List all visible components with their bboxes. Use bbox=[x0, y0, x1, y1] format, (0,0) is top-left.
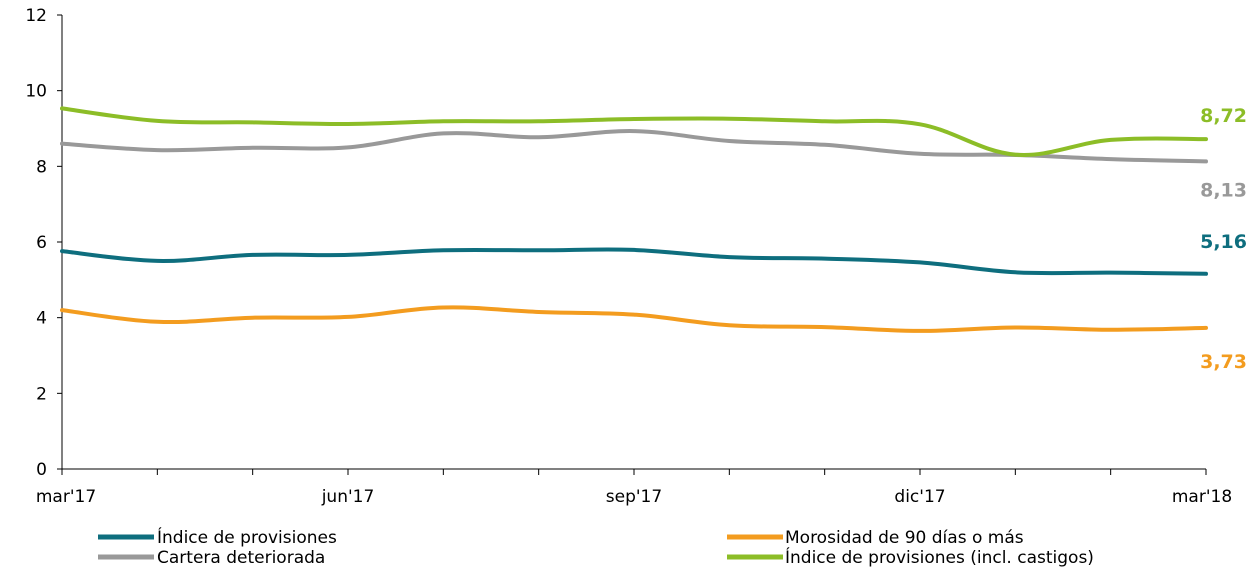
end-labels: 5,16 3,73 8,13 8,72 bbox=[1200, 105, 1247, 373]
legend-label-morosidad: Morosidad de 90 días o más bbox=[785, 528, 1024, 548]
y-tick-label: 8 bbox=[36, 157, 47, 177]
end-label-morosidad: 3,73 bbox=[1200, 351, 1247, 373]
legend-item-indice-provisiones: Índice de provisiones bbox=[98, 526, 337, 548]
legend-item-indice-provisiones-castigos: Índice de provisiones (incl. castigos) bbox=[727, 546, 1094, 568]
y-tick-label: 6 bbox=[36, 233, 47, 253]
y-tick-label: 4 bbox=[36, 309, 47, 329]
series-line-indice-provisiones bbox=[60, 247, 1208, 276]
legend-label-indice-provisiones-castigos: Índice de provisiones (incl. castigos) bbox=[785, 546, 1094, 568]
x-tick-label: jun'17 bbox=[321, 487, 375, 507]
series-line-morosidad bbox=[60, 305, 1208, 333]
y-tick-label: 2 bbox=[36, 384, 47, 404]
series-lines bbox=[60, 106, 1208, 333]
y-axis-ticks: 0 2 4 6 8 10 12 bbox=[25, 6, 62, 480]
x-tick-label: dic'17 bbox=[894, 487, 945, 507]
x-tick-label: sep'17 bbox=[606, 487, 662, 507]
series-line-indice-provisiones-castigos bbox=[60, 106, 1208, 157]
x-tick-label: mar'18 bbox=[1172, 487, 1232, 507]
x-tick-label: mar'17 bbox=[36, 487, 96, 507]
y-tick-label: 10 bbox=[25, 82, 47, 102]
legend-label-cartera-deteriorada: Cartera deteriorada bbox=[157, 548, 325, 568]
y-tick-label: 0 bbox=[36, 460, 47, 480]
end-label-indice-provisiones-castigos: 8,72 bbox=[1200, 105, 1247, 127]
end-label-cartera-deteriorada: 8,13 bbox=[1200, 179, 1247, 201]
x-axis-ticks: mar'17 jun'17 sep'17 dic'17 mar'18 bbox=[36, 469, 1232, 507]
legend-label-indice-provisiones: Índice de provisiones bbox=[157, 526, 337, 548]
y-tick-label: 12 bbox=[25, 6, 47, 26]
legend-item-morosidad: Morosidad de 90 días o más bbox=[727, 528, 1024, 548]
legend: Índice de provisiones Morosidad de 90 dí… bbox=[98, 526, 1094, 568]
end-label-indice-provisiones: 5,16 bbox=[1200, 231, 1247, 253]
series-line-cartera-deteriorada bbox=[60, 129, 1208, 164]
legend-item-cartera-deteriorada: Cartera deteriorada bbox=[98, 548, 325, 568]
